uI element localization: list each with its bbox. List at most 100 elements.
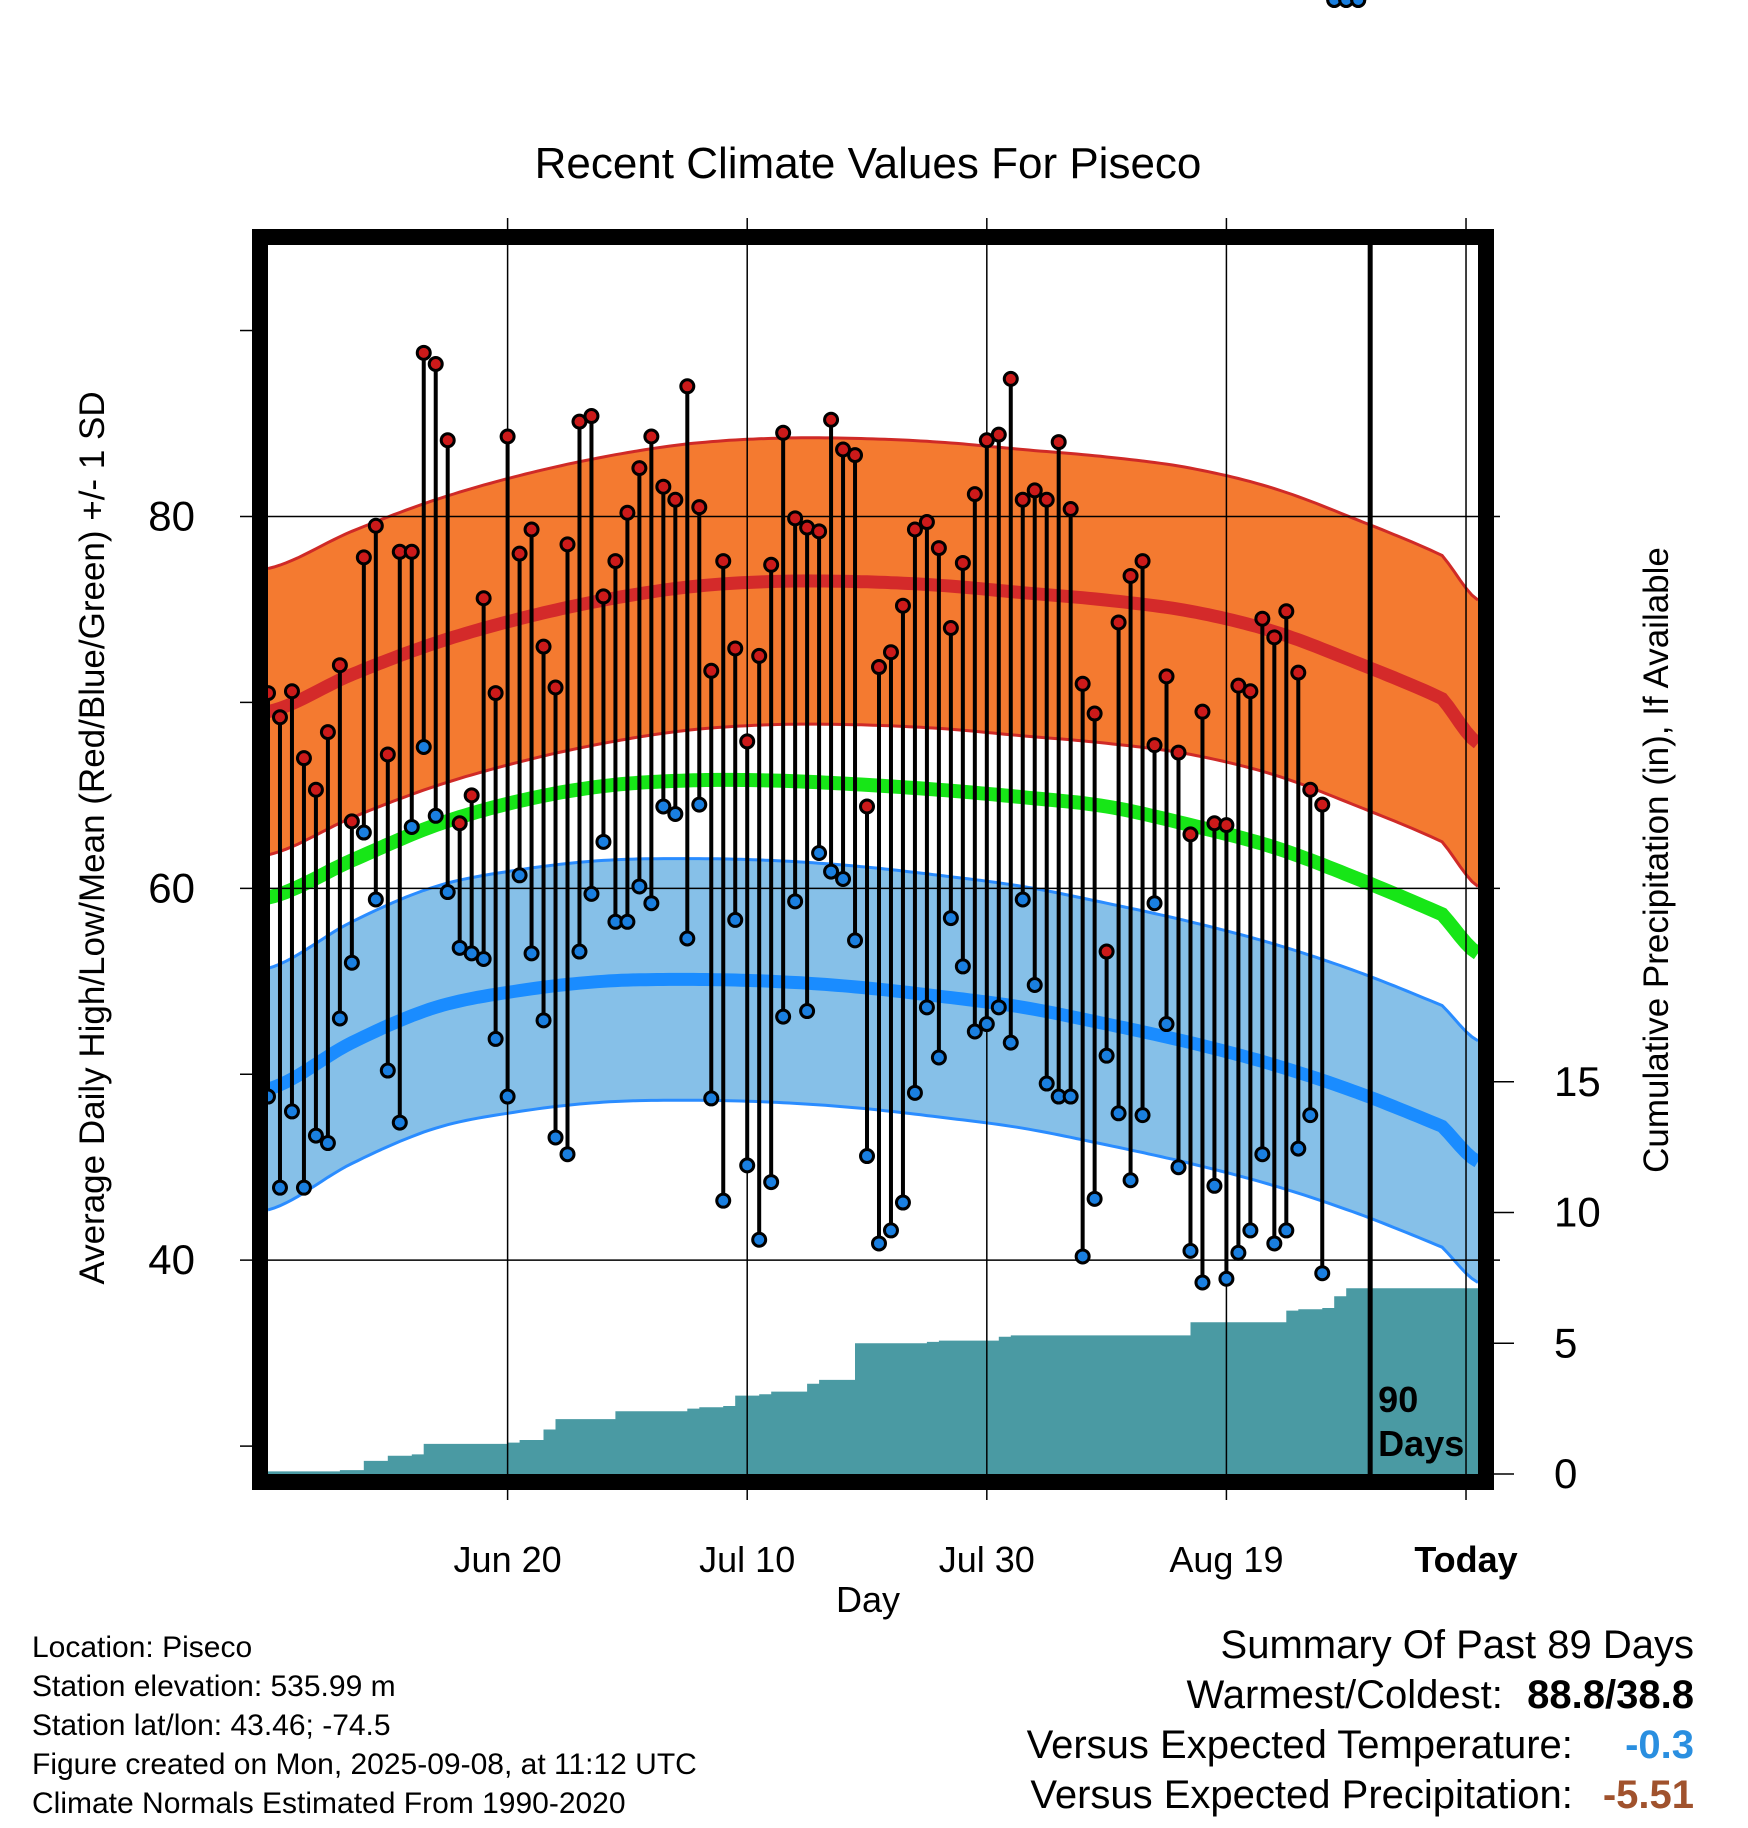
daily-low-point — [499, 1088, 516, 1105]
daily-high-point — [870, 659, 887, 676]
daily-high-point — [535, 638, 552, 655]
daily-high-point — [439, 432, 456, 449]
daily-high-point — [1302, 781, 1319, 798]
daily-low-point — [1182, 1242, 1199, 1259]
daily-high-point — [1242, 683, 1259, 700]
daily-low-point — [571, 943, 588, 960]
daily-low-point — [1326, 0, 1343, 8]
daily-range-bars — [266, 352, 1325, 1283]
daily-low-point — [763, 1174, 780, 1191]
daily-low-point — [1086, 1190, 1103, 1207]
daily-low-point — [391, 1114, 408, 1131]
daily-high-point — [319, 724, 336, 741]
y-tick-label: 40 — [148, 1236, 195, 1283]
daily-low-point — [367, 891, 384, 908]
today-days-number: 90 — [1378, 1379, 1418, 1420]
daily-low-point — [859, 1148, 876, 1165]
daily-high-point — [1290, 664, 1307, 681]
daily-high-point — [331, 657, 348, 674]
daily-high-point — [1134, 553, 1151, 570]
x-axis-label: Day — [836, 1579, 900, 1620]
today-days-word: Days — [1378, 1423, 1464, 1464]
climate-chart: Recent Climate Values For Piseco 90Days … — [73, 0, 1676, 1620]
precipitation-area — [268, 1270, 1478, 1474]
daily-low-point — [942, 910, 959, 927]
daily-low-point — [1074, 1248, 1091, 1265]
daily-low-point — [1302, 1107, 1319, 1124]
daily-high-point — [1050, 434, 1067, 451]
daily-high-point — [1110, 614, 1127, 631]
daily-high-point — [355, 549, 372, 566]
daily-high-point — [1266, 629, 1283, 646]
daily-high-point — [823, 411, 840, 428]
daily-low-point — [930, 1049, 947, 1066]
info-created: Figure created on Mon, 2025-09-08, at 11… — [32, 1748, 697, 1781]
y2-tick-label: 10 — [1554, 1189, 1601, 1236]
daily-low-point — [1242, 1222, 1259, 1239]
daily-low-point — [978, 1016, 995, 1033]
daily-high-point — [703, 662, 720, 679]
plot-border — [252, 229, 1494, 1490]
summary-heading: Summary Of Past 89 Days — [1220, 1623, 1694, 1667]
daily-high-point — [715, 553, 732, 570]
daily-dots — [260, 0, 1367, 1291]
daily-low-point — [403, 818, 420, 835]
daily-high-point — [379, 746, 396, 763]
info-location: Location: Piseco — [32, 1631, 253, 1664]
summary-precip: Versus Expected Precipitation: -5.51 — [794, 1770, 1694, 1820]
daily-low-point — [966, 1023, 983, 1040]
daily-high-point — [499, 428, 516, 445]
info-normals: Climate Normals Estimated From 1990-2020 — [32, 1787, 626, 1820]
daily-high-point — [307, 781, 324, 798]
daily-high-point — [487, 685, 504, 702]
daily-low-point — [307, 1127, 324, 1144]
daily-low-point — [1338, 0, 1355, 8]
daily-high-point — [619, 504, 636, 521]
info-elevation: Station elevation: 535.99 m — [32, 1670, 396, 1703]
daily-high-point — [990, 426, 1007, 443]
daily-high-point — [739, 733, 756, 750]
daily-low-point — [523, 945, 540, 962]
daily-low-point — [1062, 1088, 1079, 1105]
daily-high-point — [1182, 826, 1199, 843]
daily-low-point — [882, 1222, 899, 1239]
daily-high-point — [343, 813, 360, 830]
daily-low-point — [1026, 977, 1043, 994]
daily-low-point — [619, 913, 636, 930]
daily-high-point — [415, 344, 432, 361]
daily-high-point — [607, 553, 624, 570]
daily-low-point — [1266, 1235, 1283, 1252]
daily-low-point — [870, 1235, 887, 1252]
daily-high-point — [1170, 744, 1187, 761]
daily-low-point — [415, 739, 432, 756]
daily-high-point — [954, 554, 971, 571]
daily-high-point — [811, 523, 828, 540]
daily-high-point — [787, 510, 804, 527]
daily-low-point — [990, 999, 1007, 1016]
info-latlon: Station lat/lon: 43.46; -74.5 — [32, 1709, 391, 1742]
x-tick-label: Jul 30 — [939, 1539, 1035, 1580]
daily-high-point — [1218, 817, 1235, 834]
daily-high-point — [559, 536, 576, 553]
daily-low-point — [1158, 1016, 1175, 1033]
daily-high-point — [271, 709, 288, 726]
daily-low-point — [1254, 1146, 1271, 1163]
daily-low-point — [739, 1157, 756, 1174]
y2-axis-label: Cumulative Precipitation (in), If Availa… — [1637, 547, 1676, 1173]
daily-low-point — [583, 885, 600, 902]
daily-low-point — [1290, 1140, 1307, 1157]
daily-high-point — [751, 647, 768, 664]
daily-low-point — [835, 871, 852, 888]
daily-low-point — [535, 1012, 552, 1029]
daily-low-point — [715, 1192, 732, 1209]
daily-low-point — [511, 867, 528, 884]
daily-low-point — [1218, 1270, 1235, 1287]
daily-high-point — [403, 543, 420, 560]
y-axis-label: Average Daily High/Low/Mean (Red/Blue/Gr… — [73, 391, 112, 1284]
daily-low-point — [595, 833, 612, 850]
daily-low-point — [954, 958, 971, 975]
warm-cold-label: Warmest/Coldest: — [1186, 1673, 1503, 1717]
axis-labels: Jun 20 Jul 10 Jul 30 Aug 19 Today 40 60 80 0 5 10 1… — [148, 492, 1600, 1580]
daily-high-point — [918, 514, 935, 531]
